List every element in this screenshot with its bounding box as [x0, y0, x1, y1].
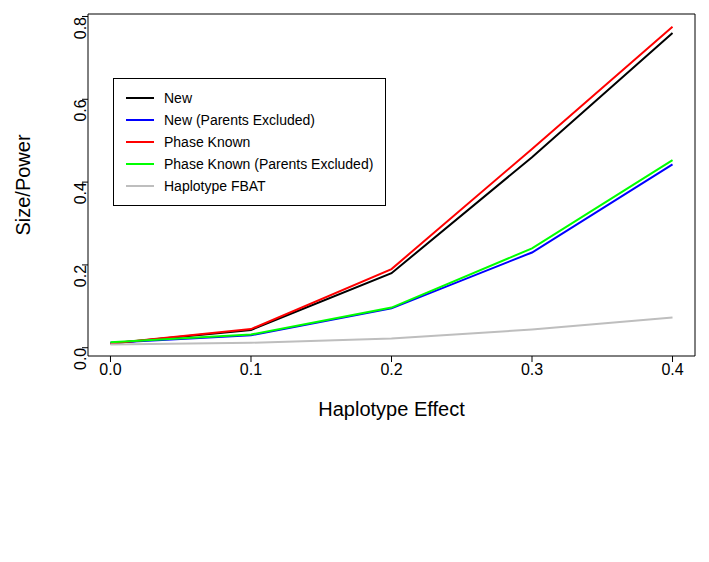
svg-text:0.0: 0.0 [99, 361, 121, 378]
svg-text:0.6: 0.6 [72, 99, 89, 121]
svg-text:0.3: 0.3 [521, 361, 543, 378]
svg-text:Size/Power: Size/Power [12, 134, 34, 235]
html-text:New: New [164, 90, 192, 106]
html-text:Phase Known (Parents Excluded): Phase Known (Parents Excluded) [164, 156, 374, 172]
svg-text:0.2: 0.2 [72, 265, 89, 287]
html-text:New (Parents Excluded): New (Parents Excluded) [164, 112, 315, 128]
svg-text:Haplotype Effect: Haplotype Effect [318, 398, 465, 420]
svg-text:0.1: 0.1 [240, 361, 262, 378]
svg-text:0.8: 0.8 [72, 17, 89, 39]
svg-text:0.0: 0.0 [72, 348, 89, 370]
html-text:Phase Known: Phase Known [164, 134, 251, 150]
svg-text:0.4: 0.4 [661, 361, 683, 378]
svg-text:0.2: 0.2 [380, 361, 402, 378]
svg-text:0.4: 0.4 [72, 182, 89, 204]
html-text:Haplotype FBAT: Haplotype FBAT [164, 178, 266, 194]
